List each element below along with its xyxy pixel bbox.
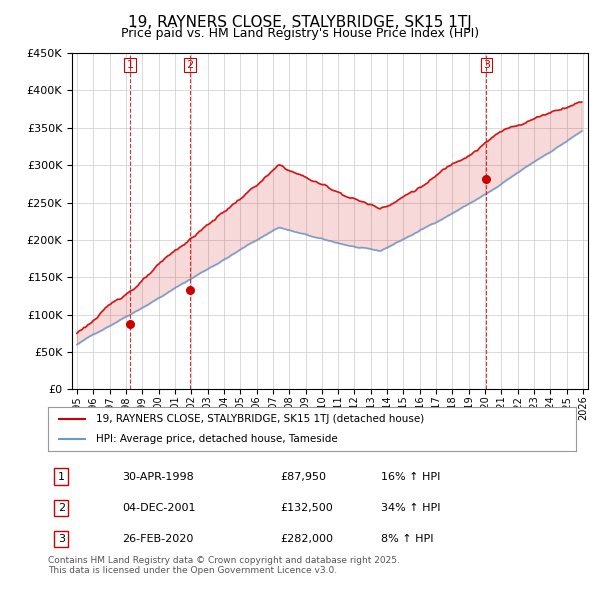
Text: £87,950: £87,950 (280, 472, 326, 481)
Text: 3: 3 (58, 534, 65, 544)
Point (125, 319, 135, 329)
Text: 04-DEC-2001: 04-DEC-2001 (122, 503, 196, 513)
Text: 30-APR-1998: 30-APR-1998 (122, 472, 194, 481)
Point (185, 286, 194, 295)
Text: 19, RAYNERS CLOSE, STALYBRIDGE, SK15 1TJ (detached house): 19, RAYNERS CLOSE, STALYBRIDGE, SK15 1TJ… (95, 415, 424, 424)
Text: 34% ↑ HPI: 34% ↑ HPI (380, 503, 440, 513)
Text: 19, RAYNERS CLOSE, STALYBRIDGE, SK15 1TJ: 19, RAYNERS CLOSE, STALYBRIDGE, SK15 1TJ (128, 15, 472, 30)
Text: Price paid vs. HM Land Registry's House Price Index (HPI): Price paid vs. HM Land Registry's House … (121, 27, 479, 40)
Text: Contains HM Land Registry data © Crown copyright and database right 2025.
This d: Contains HM Land Registry data © Crown c… (48, 556, 400, 575)
Text: 16% ↑ HPI: 16% ↑ HPI (380, 472, 440, 481)
Text: 8% ↑ HPI: 8% ↑ HPI (380, 534, 433, 544)
Point (482, 174, 491, 183)
Text: £282,000: £282,000 (280, 534, 334, 544)
Text: £132,500: £132,500 (280, 503, 333, 513)
Text: 3: 3 (483, 60, 490, 70)
Text: 2: 2 (186, 60, 193, 70)
Text: 2: 2 (58, 503, 65, 513)
Text: 26-FEB-2020: 26-FEB-2020 (122, 534, 193, 544)
Text: 1: 1 (58, 472, 65, 481)
Text: HPI: Average price, detached house, Tameside: HPI: Average price, detached house, Tame… (95, 434, 337, 444)
Text: 1: 1 (127, 60, 133, 70)
